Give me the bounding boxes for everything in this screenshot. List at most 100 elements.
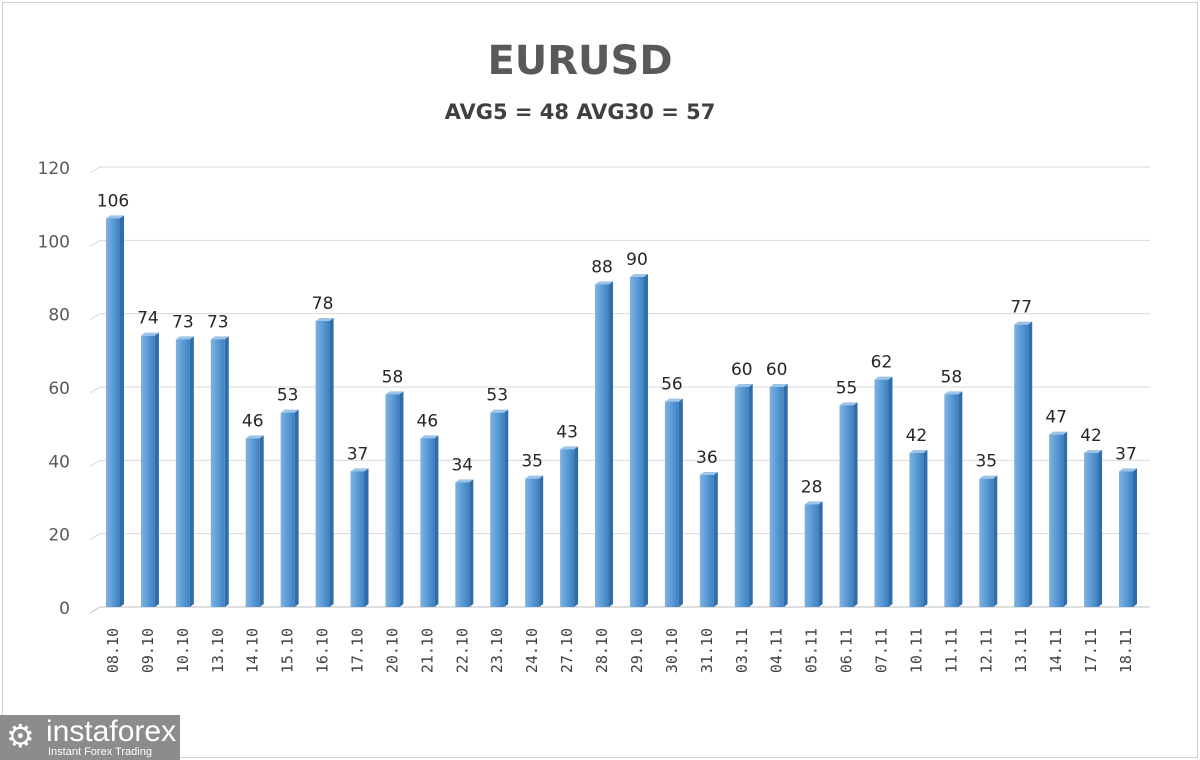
bar-side bbox=[609, 281, 614, 607]
data-label: 74 bbox=[137, 309, 159, 329]
gridline bbox=[89, 166, 1150, 174]
bar bbox=[839, 405, 854, 607]
bar bbox=[350, 471, 365, 607]
bar-top bbox=[175, 336, 194, 340]
data-label: 43 bbox=[556, 422, 578, 442]
bar-side bbox=[1028, 321, 1033, 607]
bar bbox=[420, 438, 435, 607]
bar-side bbox=[504, 409, 509, 607]
bar bbox=[664, 401, 679, 607]
x-tick-label: 03.11 bbox=[733, 628, 751, 673]
bar bbox=[560, 449, 575, 607]
bar-top bbox=[455, 479, 474, 483]
bar-top bbox=[1049, 431, 1068, 435]
bar-top bbox=[210, 336, 229, 340]
bar-side bbox=[853, 402, 858, 607]
bar-top bbox=[315, 318, 334, 321]
bar-side bbox=[1063, 431, 1068, 607]
y-tick-label: 0 bbox=[59, 599, 70, 619]
bar bbox=[455, 482, 470, 607]
data-label: 42 bbox=[1080, 426, 1102, 446]
bar-side bbox=[539, 475, 544, 607]
data-label: 35 bbox=[521, 452, 543, 472]
data-label: 106 bbox=[97, 191, 129, 211]
x-tick-label: 06.11 bbox=[838, 628, 856, 673]
bar bbox=[1084, 453, 1099, 607]
bar bbox=[1049, 434, 1064, 607]
bar bbox=[595, 284, 610, 607]
bar-top bbox=[944, 391, 963, 395]
y-tick-label: 40 bbox=[48, 452, 70, 472]
bar bbox=[874, 379, 889, 607]
data-label: 58 bbox=[382, 367, 404, 387]
bar bbox=[1014, 324, 1029, 607]
x-tick-label: 23.10 bbox=[488, 628, 506, 673]
x-tick-label: 17.10 bbox=[349, 628, 367, 673]
bar bbox=[769, 387, 784, 607]
data-label: 46 bbox=[242, 411, 264, 431]
bar bbox=[629, 277, 644, 607]
x-tick-label: 04.11 bbox=[768, 628, 786, 673]
x-tick-label: 13.10 bbox=[209, 628, 227, 673]
bar-side bbox=[1133, 468, 1137, 607]
bar-top bbox=[595, 281, 614, 285]
x-tick-label: 27.10 bbox=[558, 628, 576, 673]
bar-side bbox=[469, 479, 474, 607]
y-tick-label: 120 bbox=[38, 159, 70, 179]
x-tick-label: 08.10 bbox=[104, 628, 122, 673]
data-label: 90 bbox=[626, 250, 648, 270]
data-label: 35 bbox=[975, 452, 997, 472]
bar-side bbox=[923, 450, 928, 607]
y-tick-label: 60 bbox=[48, 379, 70, 399]
chart-subtitle: AVG5 = 48 AVG30 = 57 bbox=[444, 100, 716, 124]
bar-top bbox=[1119, 468, 1137, 472]
x-tick-label: 18.11 bbox=[1117, 628, 1135, 673]
x-tick-label: 31.10 bbox=[698, 628, 716, 673]
data-label: 60 bbox=[766, 360, 788, 380]
logo-tagline: Instant Forex Trading bbox=[48, 746, 152, 758]
bar-side bbox=[120, 215, 124, 608]
data-label: 53 bbox=[277, 386, 299, 406]
x-tick-label: 17.11 bbox=[1082, 628, 1100, 673]
data-label: 73 bbox=[207, 312, 229, 332]
bar-side bbox=[643, 274, 648, 607]
bar-side bbox=[189, 336, 194, 607]
data-label: 60 bbox=[731, 360, 753, 380]
bar bbox=[525, 478, 540, 607]
x-tick-label: 14.10 bbox=[244, 628, 262, 673]
bar bbox=[804, 504, 819, 607]
data-label: 73 bbox=[172, 312, 194, 332]
bar bbox=[490, 412, 505, 607]
bar-side bbox=[1098, 450, 1103, 607]
data-label: 47 bbox=[1045, 408, 1067, 428]
bar-side bbox=[713, 472, 718, 607]
gridline bbox=[89, 313, 1150, 321]
x-tick-label: 28.10 bbox=[593, 628, 611, 673]
data-label: 77 bbox=[1010, 298, 1032, 318]
gridline bbox=[89, 606, 1150, 614]
x-tick-label: 10.10 bbox=[174, 628, 192, 673]
bar-side bbox=[434, 435, 439, 607]
x-tick-label: 12.11 bbox=[977, 628, 995, 673]
x-tick-label: 24.10 bbox=[523, 628, 541, 673]
data-label: 34 bbox=[451, 455, 473, 475]
bar-top bbox=[525, 475, 544, 479]
data-label: 56 bbox=[661, 375, 683, 395]
bar-top bbox=[140, 332, 159, 336]
bar-top bbox=[490, 409, 509, 413]
bar-side bbox=[259, 435, 264, 607]
data-label: 78 bbox=[312, 294, 334, 314]
bar-top bbox=[280, 409, 299, 413]
x-tick-label: 30.10 bbox=[663, 628, 681, 673]
bar-top bbox=[664, 398, 683, 402]
bar-top bbox=[979, 475, 998, 479]
bar-side bbox=[993, 475, 998, 607]
bar-top bbox=[699, 472, 718, 475]
data-label: 42 bbox=[906, 426, 928, 446]
bar-top bbox=[804, 501, 823, 505]
y-tick-label: 80 bbox=[48, 306, 70, 326]
data-label: 36 bbox=[696, 448, 718, 468]
data-label: 46 bbox=[417, 411, 439, 431]
x-tick-label: 14.11 bbox=[1047, 628, 1065, 673]
